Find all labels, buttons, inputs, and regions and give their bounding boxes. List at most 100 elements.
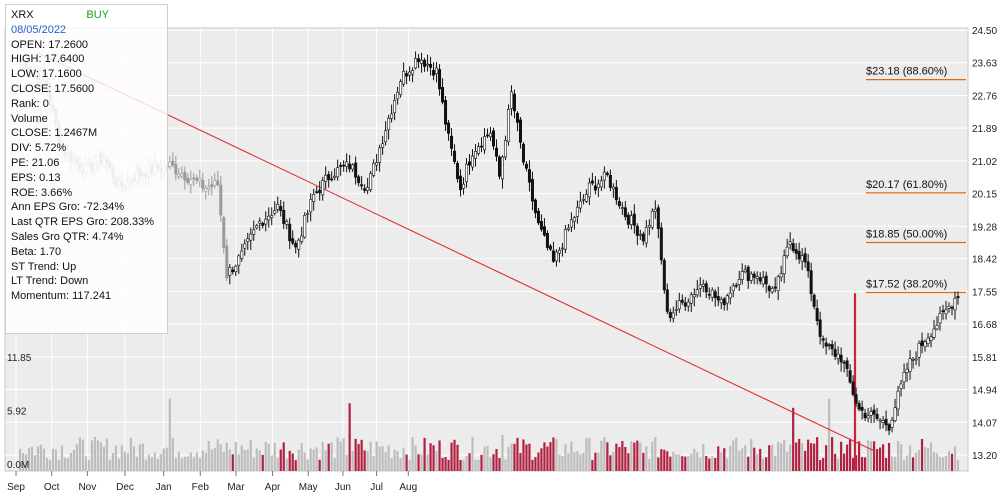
- candle-body: [345, 161, 349, 167]
- volume-bar: [282, 442, 285, 471]
- volume-tick-label: 5.92: [7, 407, 27, 418]
- price-tick-label: 23.63: [972, 59, 997, 70]
- candle-body: [267, 215, 271, 221]
- fib-level-label: $18.85 (50.00%): [866, 229, 947, 241]
- candle-body: [486, 134, 490, 137]
- volume-bar: [609, 455, 612, 471]
- candle-body: [512, 93, 516, 112]
- volume-bar: [306, 459, 309, 471]
- volume-bar: [123, 451, 126, 471]
- volume-bar: [537, 452, 540, 471]
- volume-bar: [783, 439, 786, 471]
- candle-body: [845, 360, 849, 369]
- volume-bar: [822, 457, 825, 471]
- volume-bar: [501, 434, 504, 471]
- volume-bar: [249, 439, 252, 471]
- candle-body: [524, 163, 528, 169]
- candle-body: [375, 162, 379, 166]
- volume-bar: [666, 451, 669, 471]
- candle-body: [629, 215, 633, 225]
- volume-bar: [849, 438, 852, 471]
- volume-bar: [819, 460, 822, 471]
- volume-bar: [255, 448, 258, 471]
- volume-bar: [156, 458, 159, 471]
- month-label: Jun: [335, 482, 351, 493]
- volume-bar: [105, 438, 109, 471]
- volume-bar: [117, 458, 120, 471]
- candle-body: [195, 177, 199, 181]
- candle-body: [414, 58, 418, 69]
- volume-bar: [798, 438, 801, 471]
- candle-body: [213, 180, 217, 186]
- volume-bar: [222, 451, 225, 471]
- candle-body: [875, 413, 879, 419]
- volume-bar: [243, 450, 246, 471]
- volume-bar: [804, 450, 807, 471]
- volume-bar: [540, 448, 543, 471]
- candle-body: [306, 213, 310, 215]
- volume-bar: [495, 449, 498, 471]
- candle-body: [354, 162, 358, 178]
- volume-bar: [947, 450, 951, 471]
- volume-bar: [408, 460, 411, 471]
- candle-body: [518, 119, 522, 143]
- volume-bar: [732, 440, 735, 471]
- candle-body: [279, 206, 283, 211]
- volume-bar: [225, 442, 228, 471]
- candle-body: [500, 156, 504, 180]
- volume-bar: [201, 450, 204, 471]
- candle-body: [884, 418, 888, 426]
- info-line: PE: 21.06: [11, 156, 60, 169]
- candle-body: [815, 308, 819, 322]
- volume-bar: [489, 457, 492, 471]
- volume-bar: [669, 456, 672, 471]
- volume-bar: [135, 456, 138, 471]
- volume-bar: [18, 448, 22, 471]
- volume-bar: [315, 447, 318, 471]
- candle-body: [462, 183, 466, 189]
- volume-bar: [438, 440, 441, 471]
- volume-tick-label: 11.85: [7, 353, 32, 364]
- volume-bar: [708, 458, 711, 471]
- volume-bar: [399, 458, 402, 471]
- candle-body: [854, 394, 858, 404]
- volume-bar: [381, 446, 384, 471]
- volume-bar: [693, 448, 696, 471]
- volume-bar: [150, 457, 153, 471]
- candle-body: [554, 251, 558, 262]
- volume-bar: [468, 453, 471, 471]
- volume-bar: [944, 455, 948, 471]
- candle-body: [662, 260, 666, 291]
- candle-body: [420, 59, 424, 64]
- candle-body: [656, 207, 660, 229]
- volume-bar: [633, 442, 636, 471]
- volume-bar: [522, 439, 525, 471]
- volume-bar: [213, 448, 216, 471]
- volume-bar: [162, 448, 165, 471]
- volume-bar: [27, 447, 31, 471]
- volume-bar: [675, 454, 678, 471]
- candle-body: [240, 250, 244, 259]
- candle-body: [791, 243, 795, 251]
- candle-body: [890, 419, 894, 428]
- candle-body: [548, 245, 552, 250]
- candle-body: [438, 69, 442, 90]
- candle-body: [731, 285, 735, 292]
- candle-body: [572, 217, 576, 222]
- volume-bar: [908, 445, 912, 471]
- volume-bar: [234, 441, 237, 471]
- volume-bar: [612, 452, 615, 471]
- volume-bar: [534, 457, 537, 471]
- candle-body: [237, 255, 241, 266]
- candle-body: [905, 368, 909, 373]
- volume-bar: [651, 441, 654, 471]
- volume-bar: [198, 457, 201, 471]
- candle-body: [860, 406, 864, 411]
- volume-bar: [881, 444, 885, 471]
- volume-bar: [456, 444, 459, 471]
- volume-bar: [855, 455, 858, 471]
- signal-label: BUY: [86, 9, 109, 21]
- candle-body: [599, 180, 603, 188]
- candle-body: [644, 226, 648, 244]
- volume-bar: [114, 445, 117, 471]
